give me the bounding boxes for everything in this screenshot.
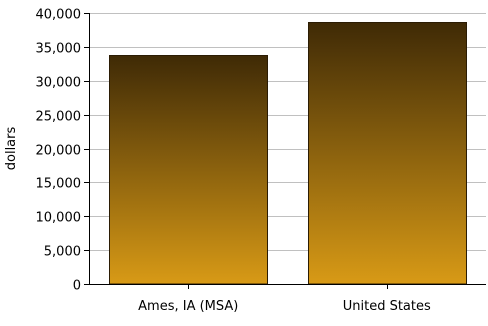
y-tick-label: 40,000 <box>36 8 82 23</box>
x-tick-label: Ames, IA (MSA) <box>138 299 238 314</box>
y-tick-label: 25,000 <box>36 110 82 125</box>
y-tick-label: 10,000 <box>36 211 82 226</box>
bars <box>109 22 467 285</box>
y-tick-label: 0 <box>73 279 81 294</box>
y-tick-label: 5,000 <box>44 245 81 260</box>
y-tick-labels: 0 5,000 10,000 15,000 20,000 25,000 30,000 35,0… <box>36 8 82 294</box>
x-tick-labels: Ames, IA (MSA) United States <box>138 284 431 314</box>
y-tick-label: 20,000 <box>36 144 82 159</box>
axes <box>89 13 486 285</box>
bar <box>109 55 268 285</box>
y-tick-label: 15,000 <box>36 177 82 192</box>
x-tick-label: United States <box>343 299 431 314</box>
y-tick-label: 35,000 <box>36 42 82 57</box>
y-tick-label: 30,000 <box>36 76 82 91</box>
bar <box>308 22 467 285</box>
y-axis-label: dollars <box>4 127 19 171</box>
